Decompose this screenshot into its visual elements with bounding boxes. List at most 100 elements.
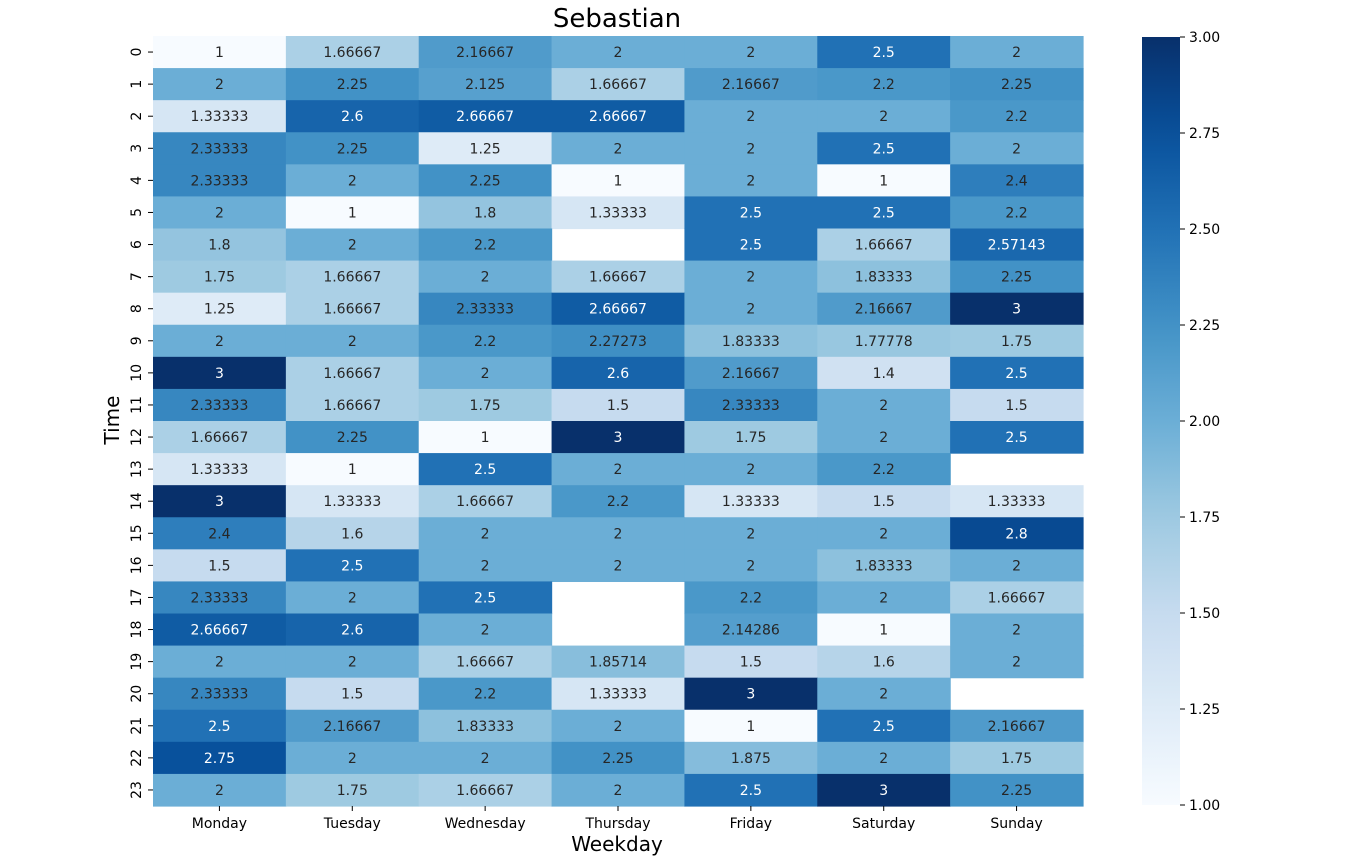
- cell-value-label: 2.6: [341, 623, 363, 639]
- cell-value-label: 1.5: [740, 655, 762, 671]
- heatmap-cell: [551, 100, 686, 133]
- heatmap-cell: [684, 421, 818, 454]
- heatmap-cell: [418, 36, 553, 69]
- heatmap-cell: [153, 228, 287, 262]
- cell-value-label: 2.66667: [190, 623, 248, 639]
- cell-value-label: 1: [879, 623, 888, 639]
- heatmap-cell: [684, 164, 818, 198]
- cell-value-label: 1.33333: [589, 687, 647, 703]
- cell-value-label: 3: [215, 494, 224, 510]
- cell-value-label: 2: [215, 655, 224, 671]
- y-tick-label: 15: [129, 524, 145, 542]
- cell-value-label: 2: [481, 270, 490, 286]
- heatmap-cell: [551, 709, 686, 743]
- y-tick-label: 0: [129, 48, 145, 57]
- chart-title: Sebastian: [553, 4, 681, 34]
- heatmap-cell: [684, 485, 818, 518]
- cell-value-label: 2.25: [1001, 270, 1032, 286]
- cell-value-label: 2.14286: [722, 623, 780, 639]
- cell-value-label: 2: [746, 270, 755, 286]
- cell-value-label: 1.4: [873, 366, 895, 382]
- heatmap-cell: [817, 517, 951, 550]
- heatmap-cell: [551, 421, 686, 454]
- heatmap-cell: [418, 453, 553, 486]
- heatmap-cell: [153, 196, 287, 230]
- heatmap-cell: [817, 485, 951, 518]
- cell-value-label: 2.5: [208, 719, 230, 735]
- cell-value-label: 2.5: [873, 141, 895, 157]
- heatmap-cell: [950, 421, 1084, 454]
- cell-value-label: 2.2: [474, 334, 496, 350]
- cell-value-label: 2.66667: [456, 109, 514, 125]
- heatmap-cell: [950, 581, 1084, 615]
- x-tick-label: Saturday: [852, 816, 915, 832]
- cell-value-label: 2: [481, 558, 490, 574]
- heatmap-cell: [817, 421, 951, 454]
- y-tick-label: 16: [129, 556, 145, 574]
- heatmap-cell: [684, 260, 818, 294]
- heatmap-cell: [153, 36, 287, 69]
- heatmap-cell: [817, 100, 951, 133]
- cell-value-label: 1.83333: [456, 719, 514, 735]
- cell-value-label: 2: [746, 526, 755, 542]
- heatmap-cell: [153, 613, 287, 647]
- cell-value-label: 1.6: [873, 655, 895, 671]
- cell-value-label: 2: [614, 45, 623, 61]
- heatmap-cell: [285, 741, 420, 775]
- heatmap-cell: [817, 292, 951, 326]
- y-tick-label: 13: [129, 460, 145, 478]
- y-tick-label: 20: [129, 685, 145, 703]
- cell-value-label: 2.33333: [190, 398, 248, 414]
- heatmap-cell: [418, 132, 553, 165]
- cell-value-label: 2.16667: [722, 77, 780, 93]
- heatmap-cell: [153, 388, 287, 422]
- heatmap-cell: [950, 292, 1084, 326]
- heatmap-cell: [153, 709, 287, 743]
- cell-value-label: 2: [614, 462, 623, 478]
- cell-value-label: 2.5: [1005, 430, 1027, 446]
- cell-value-label: 2: [215, 783, 224, 799]
- heatmap-cell: [817, 645, 951, 679]
- cell-value-label: 1.66667: [323, 398, 381, 414]
- x-tick-label: Monday: [192, 816, 247, 832]
- cell-value-label: 2: [746, 462, 755, 478]
- heatmap-cell: [551, 68, 686, 101]
- heatmap-cell: [817, 741, 951, 775]
- cell-value-label: 1.33333: [589, 205, 647, 221]
- cell-value-label: 2.5: [740, 783, 762, 799]
- cell-value-label: 2: [348, 655, 357, 671]
- heatmap-cell: [285, 164, 420, 198]
- heatmap-cell: [684, 709, 818, 743]
- cell-value-label: 1.66667: [988, 590, 1046, 606]
- heatmap-cell: [551, 324, 686, 358]
- heatmap-cell: [684, 100, 818, 133]
- heatmap-cell: [285, 517, 420, 550]
- cell-value-label: 2.5: [474, 462, 496, 478]
- cell-value-label: 2.5: [474, 590, 496, 606]
- heatmap-cell: [418, 228, 553, 262]
- cell-value-label: 2.33333: [190, 141, 248, 157]
- heatmap-cell: [418, 709, 553, 743]
- heatmap-cell: [153, 645, 287, 679]
- heatmap-cell: [153, 581, 287, 615]
- cell-value-label: 2: [1012, 558, 1021, 574]
- cell-value-label: 2.75: [204, 751, 235, 767]
- cell-value-label: 1.5: [873, 494, 895, 510]
- heatmap-cell: [418, 196, 553, 230]
- cell-value-label: 1: [215, 45, 224, 61]
- cell-value-label: 2: [481, 751, 490, 767]
- heatmap-cell: [153, 292, 287, 326]
- cell-value-label: 2: [1012, 45, 1021, 61]
- cell-value-label: 1.75: [470, 398, 501, 414]
- cell-value-label: 2: [1012, 141, 1021, 157]
- cell-value-label: 2.25: [470, 173, 501, 189]
- y-tick-label: 21: [129, 717, 145, 735]
- heatmap-cell: [684, 228, 818, 262]
- colorbar-tick-label: 1.00: [1189, 798, 1220, 814]
- y-tick-label: 5: [129, 208, 145, 217]
- y-tick-label: 23: [129, 781, 145, 799]
- heatmap-cell: [153, 132, 287, 165]
- cell-value-label: 2.125: [465, 77, 505, 93]
- cell-value-label: 1.75: [1001, 334, 1032, 350]
